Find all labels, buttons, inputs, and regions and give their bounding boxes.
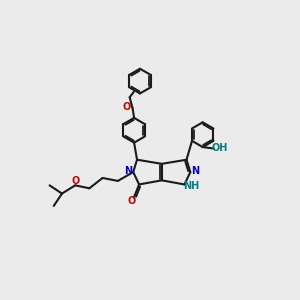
Text: N: N [124,166,133,176]
Text: OH: OH [211,143,227,153]
Text: O: O [123,102,131,112]
Text: NH: NH [183,181,199,190]
Text: O: O [71,176,79,186]
Text: N: N [191,166,199,176]
Text: O: O [127,196,136,206]
